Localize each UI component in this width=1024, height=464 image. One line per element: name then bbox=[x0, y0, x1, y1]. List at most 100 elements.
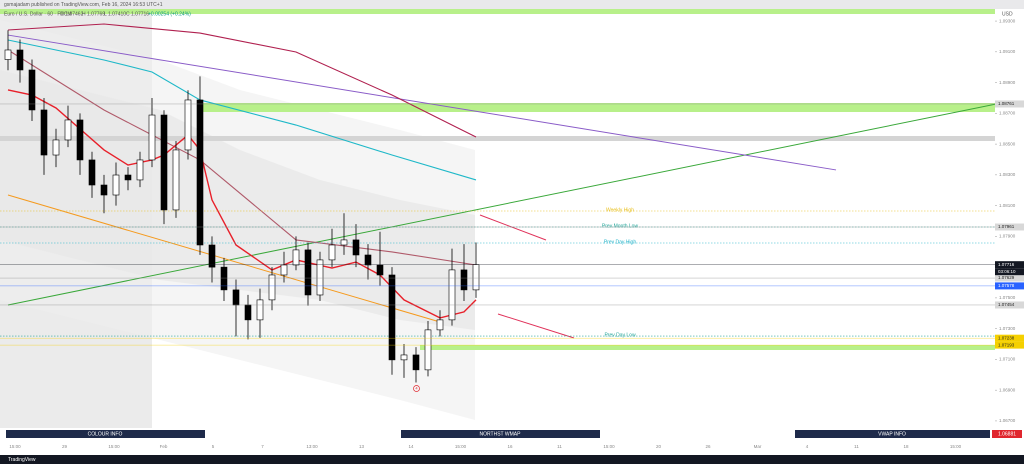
price-tag bbox=[995, 261, 1024, 269]
zone bbox=[200, 103, 995, 112]
x-tick-label: 15:00 bbox=[603, 444, 615, 449]
panel[interactable] bbox=[6, 430, 205, 438]
candle-body bbox=[52, 139, 60, 156]
currency: USD bbox=[1002, 11, 1013, 17]
candle-body bbox=[232, 289, 240, 306]
ohlc: C 1.07716 bbox=[126, 11, 149, 17]
moving-average bbox=[7, 49, 477, 266]
publisher: gsmajadam published on TradingView.com, … bbox=[4, 2, 163, 8]
candle-body bbox=[460, 269, 468, 291]
price-tag-label: 1.07578 bbox=[998, 283, 1015, 288]
candle-body bbox=[388, 274, 396, 361]
candle-body bbox=[100, 184, 108, 196]
price-tag bbox=[995, 274, 1024, 282]
y-tick-label: 1.08100 bbox=[999, 203, 1016, 208]
candle-body bbox=[268, 274, 276, 301]
ohlc: O 1.07462 bbox=[60, 11, 84, 17]
x-tick-label: 15:00 bbox=[108, 444, 120, 449]
candle-body bbox=[424, 329, 432, 371]
candle-body bbox=[400, 354, 408, 361]
price-tag bbox=[995, 100, 1024, 108]
x-tick-label: 20 bbox=[656, 444, 662, 449]
price-tag bbox=[995, 334, 1024, 342]
x-tick-label: 18 bbox=[903, 444, 909, 449]
moving-average bbox=[7, 89, 477, 319]
alert-tag bbox=[992, 430, 1022, 438]
y-tick-label: 1.07100 bbox=[999, 357, 1016, 362]
price-tag-label: 1.07454 bbox=[998, 302, 1015, 307]
candle-body bbox=[376, 264, 384, 276]
price-axis bbox=[995, 9, 1024, 455]
moving-average bbox=[7, 23, 477, 138]
price-tag bbox=[995, 223, 1024, 231]
candle-body bbox=[340, 239, 348, 246]
panel-label: VWAP INFO bbox=[878, 431, 906, 437]
candle-body bbox=[328, 244, 336, 261]
y-tick-label: 1.08700 bbox=[999, 111, 1016, 116]
ohlc: L 1.07410 bbox=[104, 11, 126, 17]
candle-body bbox=[16, 49, 24, 71]
x-tick-label: 13 bbox=[359, 444, 365, 449]
candle-body bbox=[244, 304, 252, 321]
trendline bbox=[7, 99, 1017, 306]
zone bbox=[0, 9, 995, 14]
panel[interactable] bbox=[795, 430, 990, 438]
level-label: Prev Month Low bbox=[602, 223, 639, 229]
candle-body bbox=[436, 319, 444, 331]
candle-body bbox=[412, 354, 420, 371]
header-bar bbox=[0, 0, 1024, 9]
x-tick-label: 4 bbox=[806, 444, 809, 449]
x-tick-label: 5 bbox=[212, 444, 215, 449]
candle-body bbox=[172, 149, 180, 211]
x-tick-label: Mar bbox=[754, 444, 762, 449]
candle-body bbox=[280, 264, 288, 276]
candle-body bbox=[304, 249, 312, 296]
price-tag-label: 1.07193 bbox=[998, 342, 1015, 347]
ohlc-change: +0.00254 (+0.24%) bbox=[148, 11, 191, 17]
candle-body bbox=[88, 159, 96, 186]
panel[interactable] bbox=[401, 430, 600, 438]
footer-logo: TradingView bbox=[8, 457, 36, 463]
price-tag-label: 1.07629 bbox=[998, 275, 1015, 280]
axis: 1.06700 1.06900 1.07100 1.07300 1.07500 1.077… bbox=[995, 18, 1024, 423]
level-label: Weekly High bbox=[606, 207, 634, 213]
level-label: Prev Day High bbox=[604, 239, 636, 245]
x-tick-label: 14 bbox=[408, 444, 414, 449]
zone bbox=[0, 136, 995, 141]
trendline bbox=[7, 34, 837, 171]
x-tick-label: 16 bbox=[507, 444, 513, 449]
x-tick-label: Feb bbox=[160, 444, 168, 449]
x-tick-label: 7 bbox=[261, 444, 264, 449]
arrow bbox=[497, 313, 575, 339]
y-tick-label: 1.07300 bbox=[999, 326, 1016, 331]
ohlc: H 1.07769 bbox=[82, 11, 105, 17]
y-tick-label: 1.07500 bbox=[999, 295, 1016, 300]
y-tick-label: 1.08500 bbox=[999, 141, 1016, 146]
x-tick-label: 26 bbox=[705, 444, 711, 449]
alert-price: 1.06881 bbox=[998, 431, 1016, 437]
candle-body bbox=[28, 69, 36, 111]
x-tick-label: 11 bbox=[557, 444, 562, 449]
price-tag-label: 1.08761 bbox=[998, 101, 1015, 106]
x-tick-label: 29 bbox=[62, 444, 68, 449]
candle-body bbox=[124, 174, 132, 181]
candle-body bbox=[208, 244, 216, 268]
y-tick-label: 1.08300 bbox=[999, 172, 1016, 177]
panel-label: NORTHST WMAP bbox=[480, 431, 522, 437]
candle-body bbox=[292, 249, 300, 266]
candle-body bbox=[196, 99, 204, 246]
outer-band bbox=[0, 20, 475, 420]
candle-body bbox=[256, 299, 264, 321]
x-axis: 15:00 29 15:00 Feb 5 7 13:00 13 14 15:00 16 11 15:00… bbox=[9, 444, 961, 449]
price-tag-label: 1.07716 bbox=[998, 262, 1015, 267]
candle-body bbox=[148, 114, 156, 161]
footer-bar bbox=[0, 455, 1024, 464]
panel-label: COLOUR INFO bbox=[88, 431, 123, 437]
annotation: 4 bbox=[415, 386, 418, 391]
price-tag-label: 1.07238 bbox=[998, 335, 1015, 340]
x-tick-label: 11 bbox=[854, 444, 859, 449]
annotation-marker bbox=[413, 385, 420, 392]
price-tag-label: 1.07961 bbox=[998, 224, 1015, 229]
candle-body bbox=[352, 239, 360, 256]
countdown-tag bbox=[995, 268, 1024, 276]
